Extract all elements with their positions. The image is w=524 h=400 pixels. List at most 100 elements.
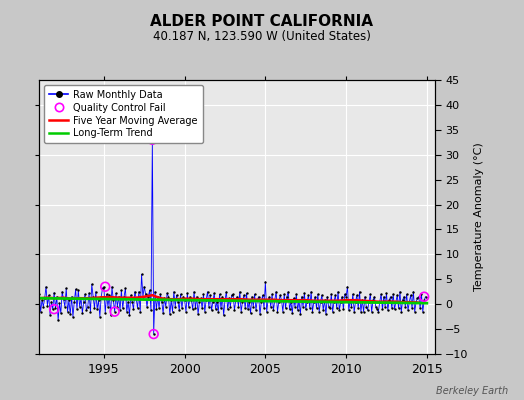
Point	[300, 290, 309, 296]
Point	[355, 288, 364, 295]
Point	[330, 298, 338, 305]
Point	[270, 297, 279, 303]
Point	[155, 305, 163, 311]
Point	[49, 306, 57, 312]
Point	[116, 307, 124, 313]
Point	[194, 311, 202, 317]
Point	[376, 298, 384, 305]
Point	[149, 331, 158, 337]
Point	[233, 294, 242, 300]
Point	[279, 308, 287, 315]
Point	[372, 304, 380, 310]
Point	[61, 304, 69, 310]
Point	[86, 308, 95, 315]
Point	[69, 314, 77, 320]
Point	[46, 312, 54, 318]
Point	[168, 308, 177, 315]
Point	[94, 297, 103, 303]
Point	[412, 298, 420, 305]
Point	[52, 294, 61, 300]
Point	[359, 308, 368, 315]
Point	[343, 284, 352, 290]
Point	[132, 295, 140, 302]
Point	[51, 305, 60, 311]
Text: 40.187 N, 123.590 W (United States): 40.187 N, 123.590 W (United States)	[153, 30, 371, 43]
Point	[80, 298, 88, 305]
Point	[102, 291, 111, 298]
Point	[245, 298, 254, 305]
Point	[319, 307, 328, 313]
Point	[388, 305, 396, 311]
Point	[199, 291, 208, 298]
Point	[409, 288, 418, 295]
Point	[217, 305, 225, 311]
Point	[336, 298, 345, 305]
Point	[211, 306, 220, 312]
Point	[398, 297, 407, 303]
Point	[120, 294, 128, 300]
Point	[140, 284, 148, 290]
Point	[147, 307, 155, 313]
Point	[244, 306, 252, 312]
Point	[165, 294, 173, 300]
Point	[312, 305, 321, 311]
Point	[159, 310, 167, 316]
Point	[54, 317, 62, 323]
Point	[389, 291, 397, 298]
Point	[322, 311, 330, 317]
Point	[99, 285, 107, 292]
Point	[225, 295, 233, 302]
Point	[187, 297, 195, 303]
Point	[93, 306, 101, 312]
Point	[393, 292, 401, 298]
Point	[83, 304, 92, 310]
Point	[238, 298, 247, 305]
Point	[152, 306, 160, 312]
Point	[256, 311, 264, 317]
Point	[377, 291, 385, 298]
Point	[118, 305, 127, 311]
Point	[214, 308, 223, 315]
Point	[121, 285, 129, 292]
Point	[346, 297, 354, 303]
Point	[112, 290, 120, 296]
Point	[222, 288, 231, 295]
Point	[182, 308, 190, 315]
Point	[156, 291, 165, 298]
Point	[42, 284, 50, 290]
Point	[255, 294, 263, 300]
Point	[183, 290, 191, 296]
Point	[151, 288, 159, 295]
Point	[288, 310, 297, 316]
Point	[276, 292, 285, 298]
Point	[269, 307, 278, 313]
Point	[367, 308, 376, 315]
Point	[190, 288, 198, 295]
Point	[56, 300, 64, 306]
Point	[139, 294, 147, 300]
Point	[172, 292, 181, 298]
Point	[366, 291, 375, 298]
Point	[249, 304, 257, 310]
Point	[113, 304, 122, 310]
Point	[82, 307, 91, 313]
Point	[108, 284, 116, 290]
Point	[370, 294, 378, 300]
Point	[315, 308, 323, 315]
Point	[407, 292, 415, 298]
Point	[101, 284, 110, 290]
Text: ALDER POINT CALIFORNIA: ALDER POINT CALIFORNIA	[150, 14, 374, 29]
Point	[295, 297, 303, 303]
Point	[111, 308, 119, 315]
Legend: Raw Monthly Data, Quality Control Fail, Five Year Moving Average, Long-Term Tren: Raw Monthly Data, Quality Control Fail, …	[44, 85, 203, 143]
Point	[361, 294, 369, 300]
Point	[304, 292, 313, 298]
Point	[283, 294, 291, 300]
Point	[293, 307, 302, 313]
Point	[326, 305, 334, 311]
Point	[386, 294, 395, 300]
Point	[78, 310, 86, 316]
Point	[237, 308, 245, 315]
Point	[374, 308, 383, 315]
Point	[392, 298, 400, 305]
